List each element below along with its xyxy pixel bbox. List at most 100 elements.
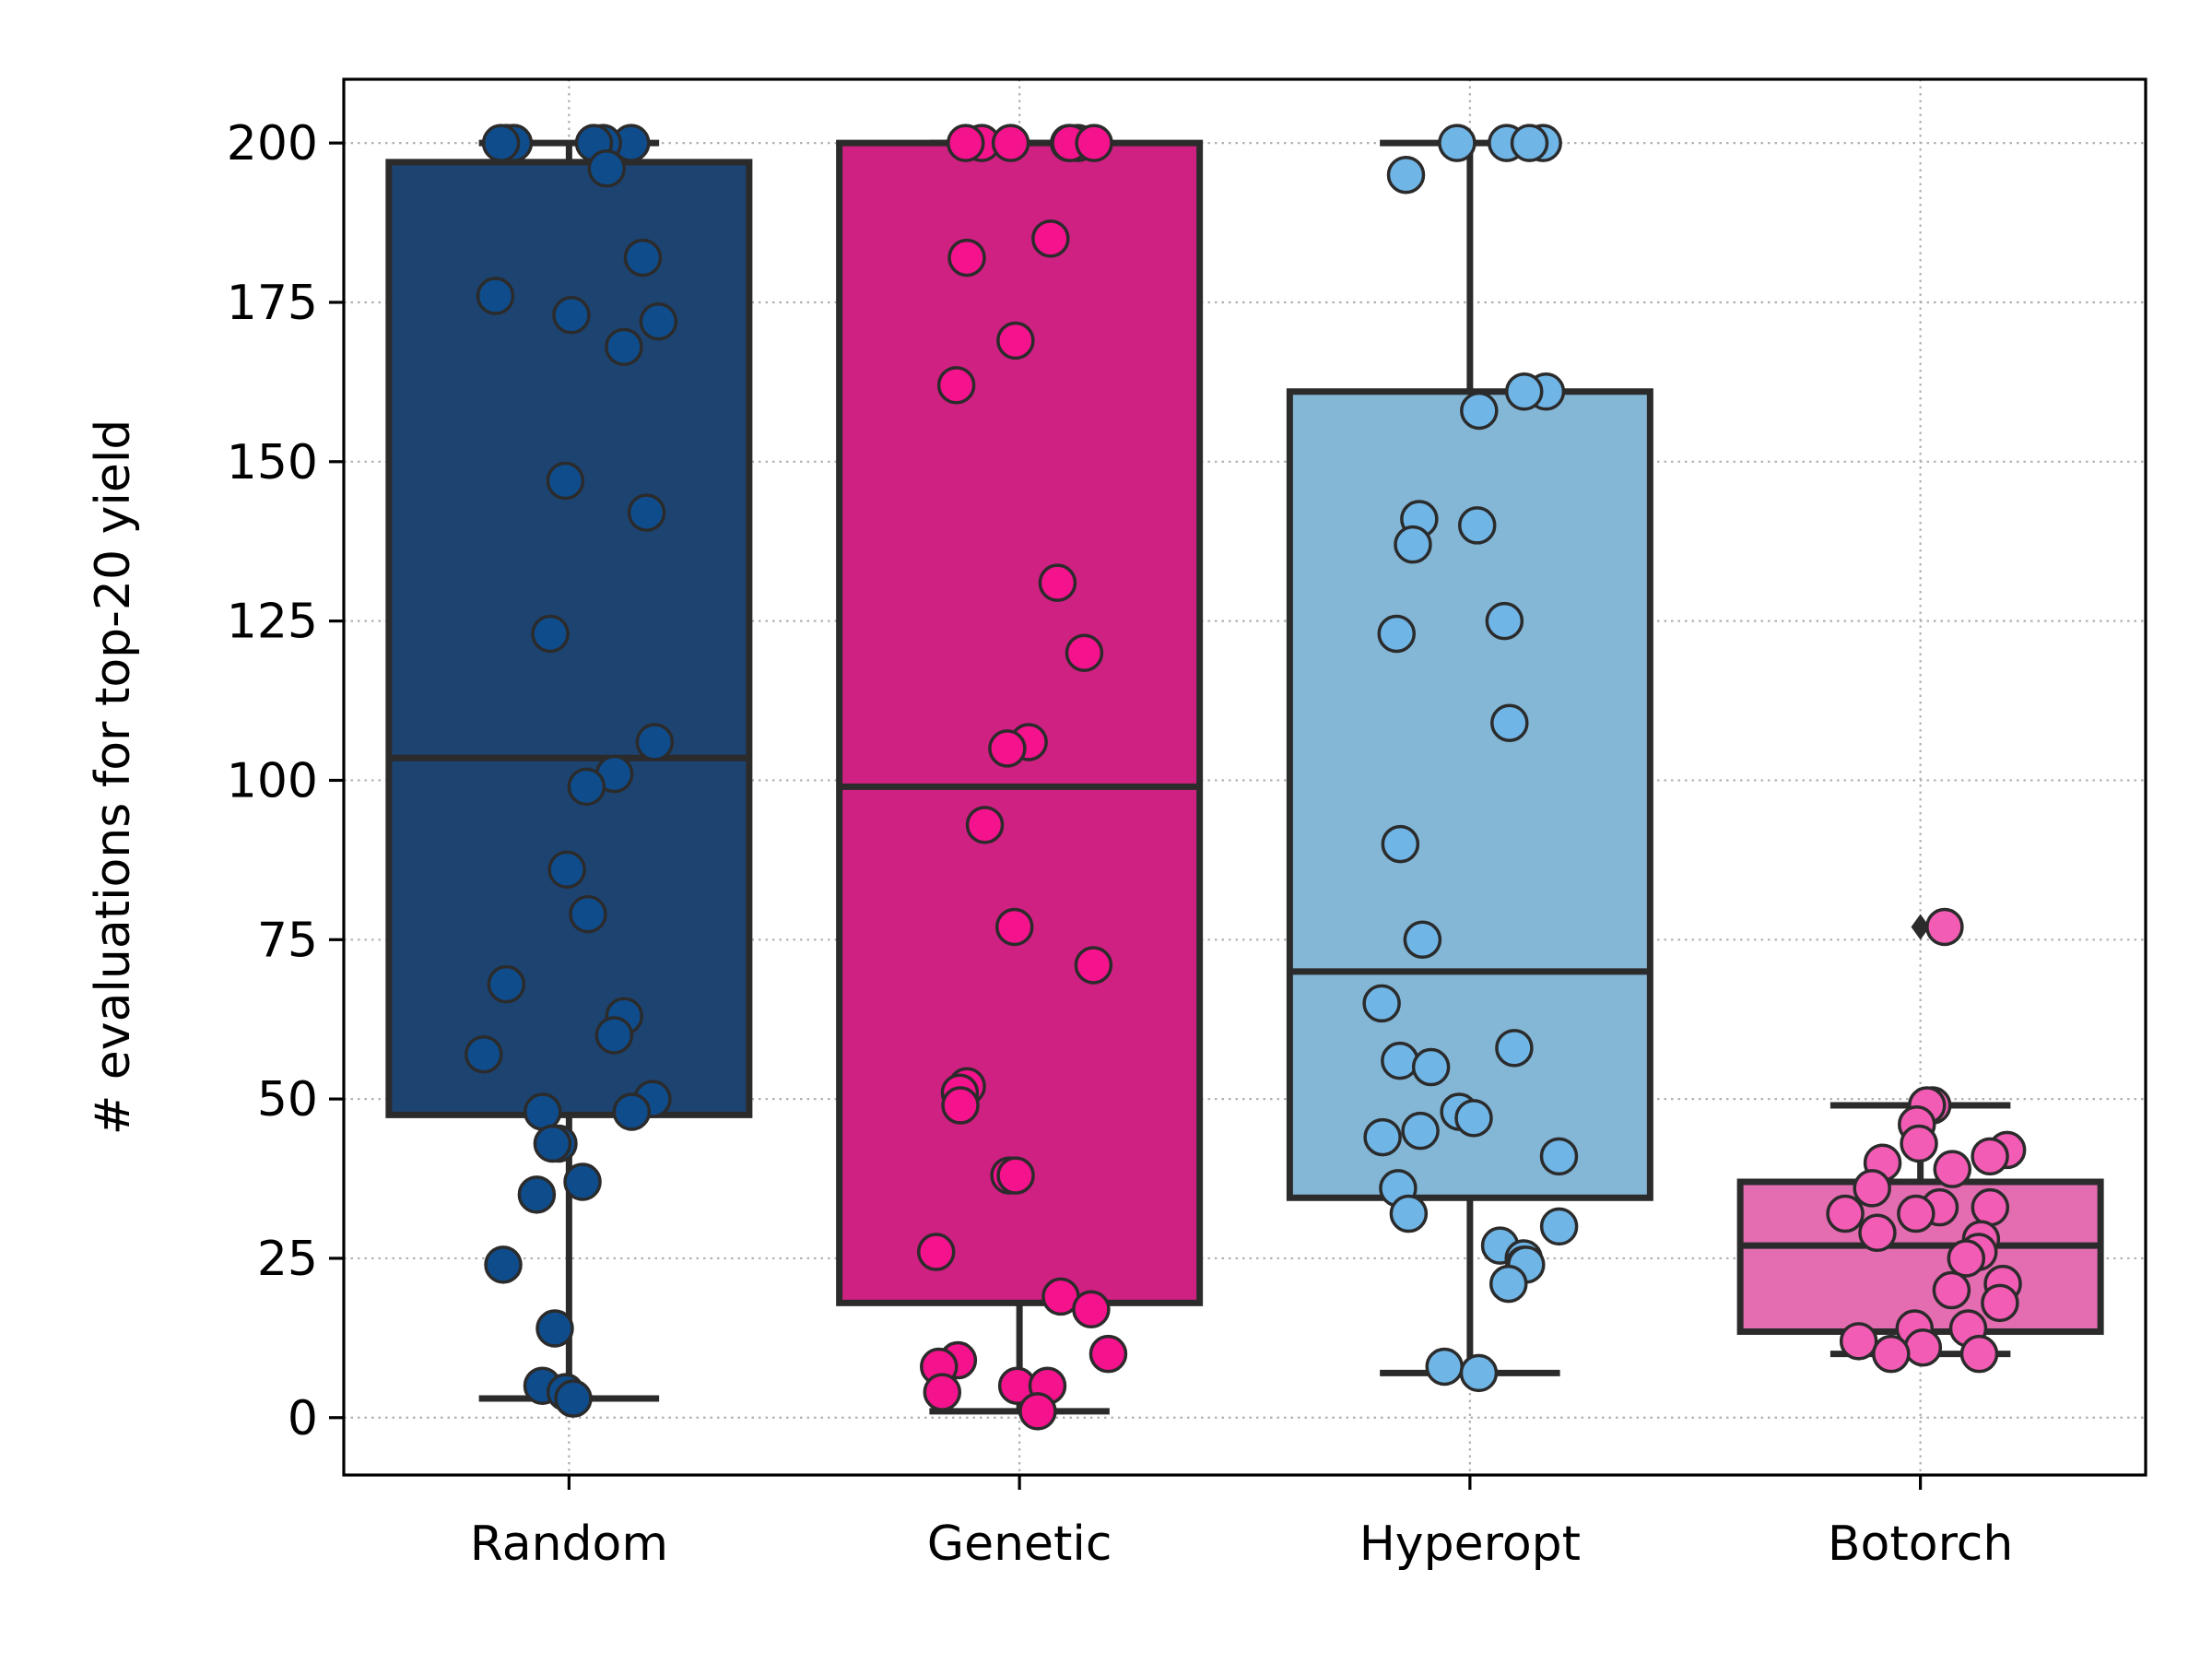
data-point-botorch — [1853, 1169, 1891, 1208]
data-point-hyperopt — [1363, 1117, 1402, 1157]
data-point-botorch — [1903, 1328, 1943, 1367]
data-point-genetic — [1074, 946, 1113, 985]
data-point-random — [535, 1309, 574, 1348]
data-point-botorch — [1933, 1150, 1972, 1188]
data-point-botorch — [1826, 1194, 1865, 1233]
outlier-marker-botorch — [1911, 914, 1930, 940]
axis-layer: 0 25 50 75 100 125 150 175 200 Random Genetic Hyper… — [227, 77, 2147, 1572]
data-point-hyperopt — [1457, 506, 1497, 545]
data-point-random — [517, 1175, 557, 1214]
box-genetic — [836, 139, 1204, 1306]
data-point-random — [552, 296, 591, 335]
y-axis-label: # evaluations for top-20 yield — [86, 419, 141, 1136]
data-point-genetic — [991, 124, 1030, 162]
data-point-random — [567, 767, 606, 807]
data-point-random — [487, 964, 526, 1004]
data-point-botorch — [1959, 1334, 1999, 1374]
data-point-hyperopt — [1377, 614, 1416, 654]
data-point-hyperopt — [1411, 1047, 1451, 1087]
y-tick-label: 0 — [288, 1391, 318, 1446]
data-point-genetic — [994, 907, 1034, 947]
data-point-botorch — [1971, 1137, 2009, 1176]
data-point-genetic — [996, 321, 1035, 360]
data-point-random — [594, 1016, 634, 1055]
y-tick-label: 50 — [257, 1072, 318, 1127]
data-point-botorch — [1858, 1213, 1897, 1253]
x-tick-label-genetic: Genetic — [927, 1516, 1112, 1572]
data-point-hyperopt — [1504, 372, 1544, 411]
data-point-genetic — [1088, 1334, 1128, 1374]
y-tick-label: 200 — [227, 116, 318, 171]
data-point-hyperopt — [1488, 1264, 1528, 1304]
y-tick-label: 125 — [227, 595, 318, 650]
data-point-botorch — [1947, 1239, 1986, 1278]
data-point-genetic — [1031, 219, 1070, 258]
x-tick-label-botorch: Botorch — [1828, 1516, 2013, 1572]
data-point-genetic — [988, 729, 1027, 768]
data-point-random — [635, 723, 675, 761]
data-point-random — [563, 1162, 602, 1201]
data-point-genetic — [947, 124, 985, 162]
data-point-botorch — [1971, 1187, 2010, 1227]
y-tick-label: 25 — [257, 1232, 318, 1287]
data-point-hyperopt — [1438, 124, 1477, 162]
data-point-botorch — [1932, 1270, 1971, 1310]
data-point-hyperopt — [1425, 1347, 1464, 1387]
data-point-genetic — [923, 1373, 962, 1411]
data-point-random — [569, 894, 607, 934]
data-point-random — [612, 1092, 652, 1131]
data-point-botorch — [1925, 907, 1964, 947]
data-point-genetic — [1018, 1392, 1057, 1431]
point-layer — [465, 124, 2027, 1431]
data-point-genetic — [936, 366, 976, 405]
data-point-random — [524, 1092, 562, 1131]
data-point-hyperopt — [1490, 703, 1529, 742]
data-point-random — [605, 327, 643, 367]
data-point-hyperopt — [1510, 124, 1549, 162]
data-point-hyperopt — [1362, 984, 1401, 1023]
data-point-random — [623, 238, 663, 277]
data-point-genetic — [916, 1233, 956, 1271]
data-point-genetic — [1038, 563, 1077, 602]
data-point-hyperopt — [1386, 155, 1426, 195]
y-tick-label: 100 — [227, 753, 318, 808]
data-point-hyperopt — [1539, 1137, 1579, 1176]
y-tick-label: 150 — [227, 435, 318, 490]
data-point-hyperopt — [1539, 1207, 1579, 1246]
data-point-botorch — [1981, 1283, 2019, 1323]
data-point-hyperopt — [1401, 1111, 1440, 1151]
data-point-botorch — [1839, 1322, 1878, 1361]
data-point-random — [465, 1034, 503, 1074]
data-point-botorch — [1872, 1334, 1911, 1374]
x-tick-label-random: Random — [470, 1516, 668, 1572]
data-point-genetic — [1072, 1290, 1111, 1329]
data-point-genetic — [941, 1086, 980, 1125]
data-point-hyperopt — [1381, 824, 1420, 864]
data-point-random — [531, 614, 570, 654]
data-point-hyperopt — [1403, 920, 1442, 960]
data-point-hyperopt — [1454, 1099, 1493, 1138]
data-point-botorch — [1897, 1194, 1936, 1233]
data-point-hyperopt — [1381, 1041, 1419, 1080]
x-tick-label-hyperopt: Hyperopt — [1359, 1516, 1581, 1572]
data-point-random — [627, 493, 666, 532]
data-point-genetic — [1075, 124, 1113, 162]
data-point-hyperopt — [1485, 601, 1524, 641]
data-point-random — [639, 301, 678, 341]
data-point-genetic — [947, 238, 986, 277]
data-point-random — [554, 1379, 593, 1418]
y-tick-label: 175 — [227, 276, 318, 331]
data-point-random — [587, 149, 626, 188]
data-point-botorch — [1900, 1124, 1938, 1163]
data-point-random — [476, 277, 515, 315]
data-point-hyperopt — [1495, 1029, 1534, 1068]
data-point-hyperopt — [1460, 391, 1499, 431]
plot-frame — [342, 77, 2147, 1477]
data-point-genetic — [996, 1156, 1035, 1195]
data-point-hyperopt — [1459, 1353, 1499, 1393]
data-point-genetic — [965, 806, 1005, 844]
y-tick-label: 75 — [257, 913, 318, 968]
data-point-random — [547, 850, 586, 889]
